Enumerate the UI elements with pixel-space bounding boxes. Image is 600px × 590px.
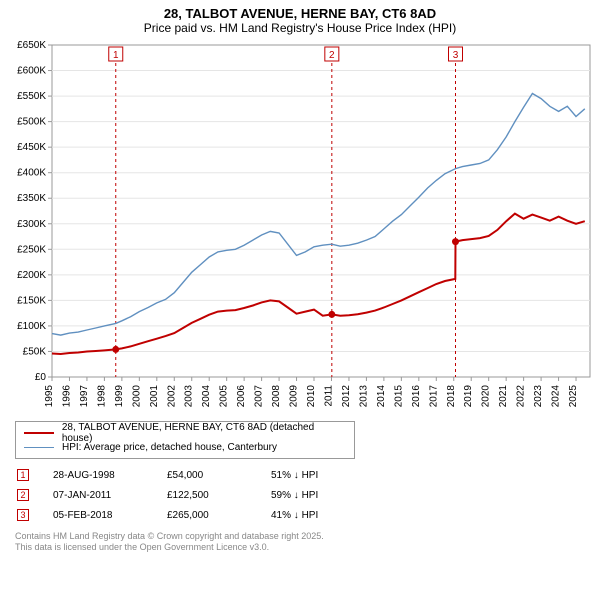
chart-title-block: 28, TALBOT AVENUE, HERNE BAY, CT6 8AD Pr…: [0, 0, 600, 37]
transaction-date: 05-FEB-2018: [53, 510, 143, 521]
sale-point-1: [112, 346, 119, 353]
svg-text:2022: 2022: [516, 385, 527, 408]
svg-text:2015: 2015: [393, 385, 404, 408]
transaction-date: 07-JAN-2011: [53, 490, 143, 501]
svg-text:£50K: £50K: [23, 346, 47, 357]
svg-text:2007: 2007: [254, 385, 265, 408]
transaction-list: 1 28-AUG-1998 £54,000 51% ↓ HPI 2 07-JAN-2011…: [15, 465, 585, 525]
svg-text:2012: 2012: [341, 385, 352, 408]
transaction-marker: 3: [17, 509, 29, 521]
attribution-line-1: Contains HM Land Registry data © Crown c…: [15, 531, 585, 542]
svg-text:£150K: £150K: [17, 295, 46, 306]
svg-text:2013: 2013: [358, 385, 369, 408]
transaction-price: £122,500: [167, 490, 247, 501]
svg-text:1999: 1999: [114, 385, 125, 408]
svg-text:£100K: £100K: [17, 321, 46, 332]
svg-text:1998: 1998: [96, 385, 107, 408]
svg-text:2002: 2002: [166, 385, 177, 408]
svg-text:2023: 2023: [533, 385, 544, 408]
svg-text:2009: 2009: [289, 385, 300, 408]
transaction-price: £265,000: [167, 510, 247, 521]
chart-title-subtitle: Price paid vs. HM Land Registry's House …: [10, 21, 590, 35]
chart-title-address: 28, TALBOT AVENUE, HERNE BAY, CT6 8AD: [10, 6, 590, 21]
svg-text:£500K: £500K: [17, 117, 46, 128]
legend-swatch-red: [24, 432, 54, 434]
svg-text:2005: 2005: [219, 385, 230, 408]
svg-text:2011: 2011: [323, 385, 334, 407]
svg-text:2016: 2016: [411, 385, 422, 408]
svg-text:£200K: £200K: [17, 270, 46, 281]
svg-text:£600K: £600K: [17, 66, 46, 77]
svg-text:2006: 2006: [236, 385, 247, 408]
attribution-line-2: This data is licensed under the Open Gov…: [15, 542, 585, 553]
svg-text:2000: 2000: [131, 385, 142, 408]
svg-text:2020: 2020: [481, 385, 492, 408]
sale-point-2: [328, 311, 335, 318]
svg-text:1996: 1996: [61, 385, 72, 408]
transaction-date: 28-AUG-1998: [53, 470, 143, 481]
svg-text:£300K: £300K: [17, 219, 46, 230]
svg-text:£0: £0: [35, 372, 47, 383]
svg-text:1997: 1997: [79, 385, 90, 408]
svg-text:2021: 2021: [498, 385, 509, 408]
chart-area: £0 £50K £100K £150K £200K £250K £300K £350K £400…: [0, 37, 600, 417]
svg-text:2024: 2024: [551, 385, 562, 408]
svg-text:£250K: £250K: [17, 244, 46, 255]
transaction-relative: 41% ↓ HPI: [271, 510, 351, 521]
svg-text:1995: 1995: [44, 385, 55, 408]
legend-row-price-paid: 28, TALBOT AVENUE, HERNE BAY, CT6 8AD (d…: [24, 426, 346, 440]
transaction-row: 3 05-FEB-2018 £265,000 41% ↓ HPI: [17, 505, 585, 525]
svg-text:2018: 2018: [446, 385, 457, 408]
bottom-panel: 28, TALBOT AVENUE, HERNE BAY, CT6 8AD (d…: [0, 421, 600, 554]
transaction-price: £54,000: [167, 470, 247, 481]
svg-text:2019: 2019: [463, 385, 474, 408]
svg-text:2014: 2014: [376, 385, 387, 408]
svg-text:2025: 2025: [568, 385, 579, 408]
transaction-row: 2 07-JAN-2011 £122,500 59% ↓ HPI: [17, 485, 585, 505]
svg-text:£350K: £350K: [17, 193, 46, 204]
svg-text:2001: 2001: [149, 385, 160, 408]
transaction-relative: 51% ↓ HPI: [271, 470, 351, 481]
attribution: Contains HM Land Registry data © Crown c…: [15, 531, 585, 554]
svg-text:2017: 2017: [428, 385, 439, 408]
svg-text:2010: 2010: [306, 385, 317, 408]
transaction-marker: 2: [17, 489, 29, 501]
legend-box: 28, TALBOT AVENUE, HERNE BAY, CT6 8AD (d…: [15, 421, 355, 459]
sale-point-3: [452, 238, 459, 245]
chart-svg: £0 £50K £100K £150K £200K £250K £300K £350K £400…: [0, 37, 600, 417]
svg-text:£400K: £400K: [17, 168, 46, 179]
svg-text:2003: 2003: [184, 385, 195, 408]
svg-text:2004: 2004: [201, 385, 212, 408]
sale-marker-num-1: 1: [113, 50, 119, 61]
svg-text:£650K: £650K: [17, 40, 46, 51]
sale-marker-num-3: 3: [453, 50, 459, 61]
svg-text:£450K: £450K: [17, 142, 46, 153]
transaction-relative: 59% ↓ HPI: [271, 490, 351, 501]
sale-marker-num-2: 2: [329, 50, 335, 61]
svg-text:£550K: £550K: [17, 91, 46, 102]
transaction-row: 1 28-AUG-1998 £54,000 51% ↓ HPI: [17, 465, 585, 485]
svg-text:2008: 2008: [271, 385, 282, 408]
legend-swatch-blue: [24, 447, 54, 448]
transaction-marker: 1: [17, 469, 29, 481]
legend-label-hpi: HPI: Average price, detached house, Cant…: [62, 442, 277, 453]
